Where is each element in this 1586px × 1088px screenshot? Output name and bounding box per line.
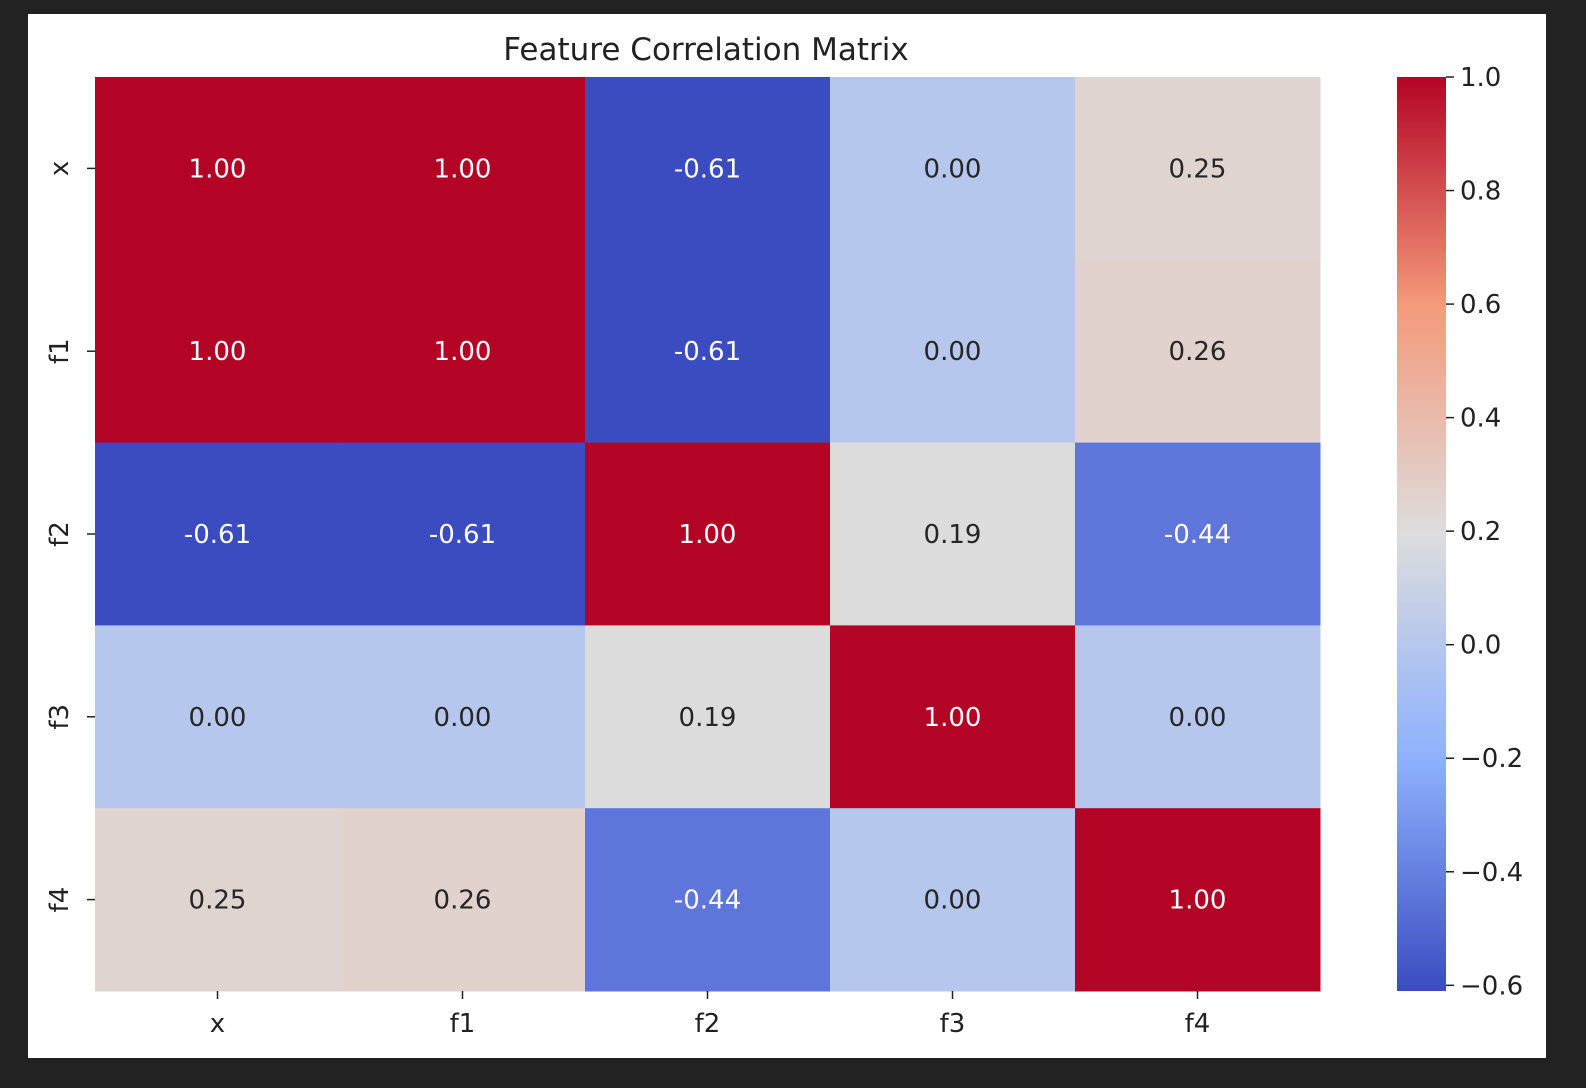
cell-value-label: 0.00: [924, 337, 982, 367]
heatmap-cell-f4-f3: [830, 808, 1076, 992]
correlation-heatmap: Feature Correlation Matrix 1.00 1.00 -0.61…: [45, 32, 1523, 1039]
colorbar-tick-label: −0.2: [1460, 744, 1523, 774]
x-tick-label: f4: [1185, 1009, 1211, 1039]
cell-value-label: 1.00: [434, 154, 492, 184]
colorbar: 1.0 0.8 0.6 0.4 0.2 0.0 −0.2 −0.4 −0.6: [1397, 63, 1523, 1001]
cell-value-label: 0.25: [189, 886, 247, 916]
cell-value-label: 0.00: [924, 154, 982, 184]
y-tick-label: f3: [45, 704, 75, 730]
cell-value-label: 0.00: [189, 703, 247, 733]
heatmap-cell-f3-f1: [340, 625, 586, 809]
heatmap-cell-f3-f4: [1075, 625, 1321, 809]
colorbar-tick-label: 0.2: [1460, 517, 1501, 547]
colorbar-tick-label: 0.0: [1460, 631, 1501, 661]
colorbar-tick-label: 0.8: [1460, 177, 1501, 207]
heatmap-cell-f2-f2: [585, 442, 831, 626]
colorbar-gradient: [1397, 77, 1446, 991]
cell-value-label: 0.00: [924, 886, 982, 916]
heatmap-cell-x-f4: [1075, 77, 1321, 261]
colorbar-tick-label: 1.0: [1460, 63, 1501, 93]
y-tick-label: f1: [45, 338, 75, 364]
heatmap-cell-f1-f1: [340, 259, 586, 444]
heatmap-cell-f1-x: [95, 259, 341, 444]
cell-value-label: 0.19: [924, 520, 982, 550]
cell-value-label: -0.61: [674, 337, 741, 367]
heatmap-cell-f4-f4: [1075, 808, 1321, 992]
x-axis: x f1 f2 f3 f4: [210, 991, 1211, 1039]
heatmap-cell-f4-f1: [340, 808, 586, 992]
heatmap-cell-f2-f1: [340, 442, 586, 626]
heatmap-cell-f1-f4: [1075, 259, 1321, 444]
cell-value-label: 0.26: [1169, 337, 1227, 367]
cell-value-label: -0.61: [184, 520, 251, 550]
cell-value-label: -0.44: [674, 886, 741, 916]
heatmap-cell-f3-f3: [830, 625, 1076, 809]
heatmap-cell-f3-f2: [585, 625, 831, 809]
heatmap-cell-f3-x: [95, 625, 341, 809]
cell-value-label: 0.19: [679, 703, 737, 733]
y-tick-label: f2: [45, 521, 75, 547]
cell-value-label: -0.61: [674, 154, 741, 184]
cell-value-label: 1.00: [189, 154, 247, 184]
heatmap-cell-x-x: [95, 77, 341, 261]
y-tick-label: f4: [45, 887, 75, 913]
cell-value-label: 0.00: [1169, 703, 1227, 733]
figure: Feature Correlation Matrix 1.00 1.00 -0.61…: [28, 14, 1546, 1058]
colorbar-tick-label: −0.6: [1460, 971, 1523, 1001]
heatmap-cell-x-f2: [585, 77, 831, 261]
heatmap-cell-f1-f3: [830, 259, 1076, 444]
heatmap-cells: 1.00 1.00 -0.61 0.00 0.25 1.00 1.00 -0.61 0.00 0.…: [95, 77, 1321, 992]
cell-value-label: -0.44: [1164, 520, 1231, 550]
y-axis: x f1 f2 f3 f4: [45, 161, 95, 913]
colorbar-tick-label: 0.6: [1460, 290, 1501, 320]
colorbar-tick-label: 0.4: [1460, 404, 1501, 434]
y-tick-label: x: [45, 161, 75, 176]
cell-value-label: 0.26: [434, 886, 492, 916]
x-tick-label: f3: [940, 1009, 966, 1039]
cell-value-label: 1.00: [189, 337, 247, 367]
cell-value-label: 1.00: [434, 337, 492, 367]
x-tick-label: f1: [450, 1009, 476, 1039]
x-tick-label: x: [210, 1009, 225, 1039]
heatmap-cell-f4-x: [95, 808, 341, 992]
cell-value-label: 1.00: [679, 520, 737, 550]
heatmap-cell-x-f1: [340, 77, 586, 261]
heatmap-cell-f2-x: [95, 442, 341, 626]
heatmap-cell-f1-f2: [585, 259, 831, 444]
cell-value-label: -0.61: [429, 520, 496, 550]
heatmap-cell-f2-f4: [1075, 442, 1321, 626]
x-tick-label: f2: [695, 1009, 721, 1039]
cell-value-label: 1.00: [1169, 886, 1227, 916]
heatmap-cell-x-f3: [830, 77, 1076, 261]
chart-title: Feature Correlation Matrix: [503, 32, 908, 68]
cell-value-label: 1.00: [924, 703, 982, 733]
colorbar-tick-label: −0.4: [1460, 858, 1523, 888]
cell-value-label: 0.25: [1169, 154, 1227, 184]
cell-value-label: 0.00: [434, 703, 492, 733]
heatmap-cell-f4-f2: [585, 808, 831, 992]
heatmap-cell-f2-f3: [830, 442, 1076, 626]
